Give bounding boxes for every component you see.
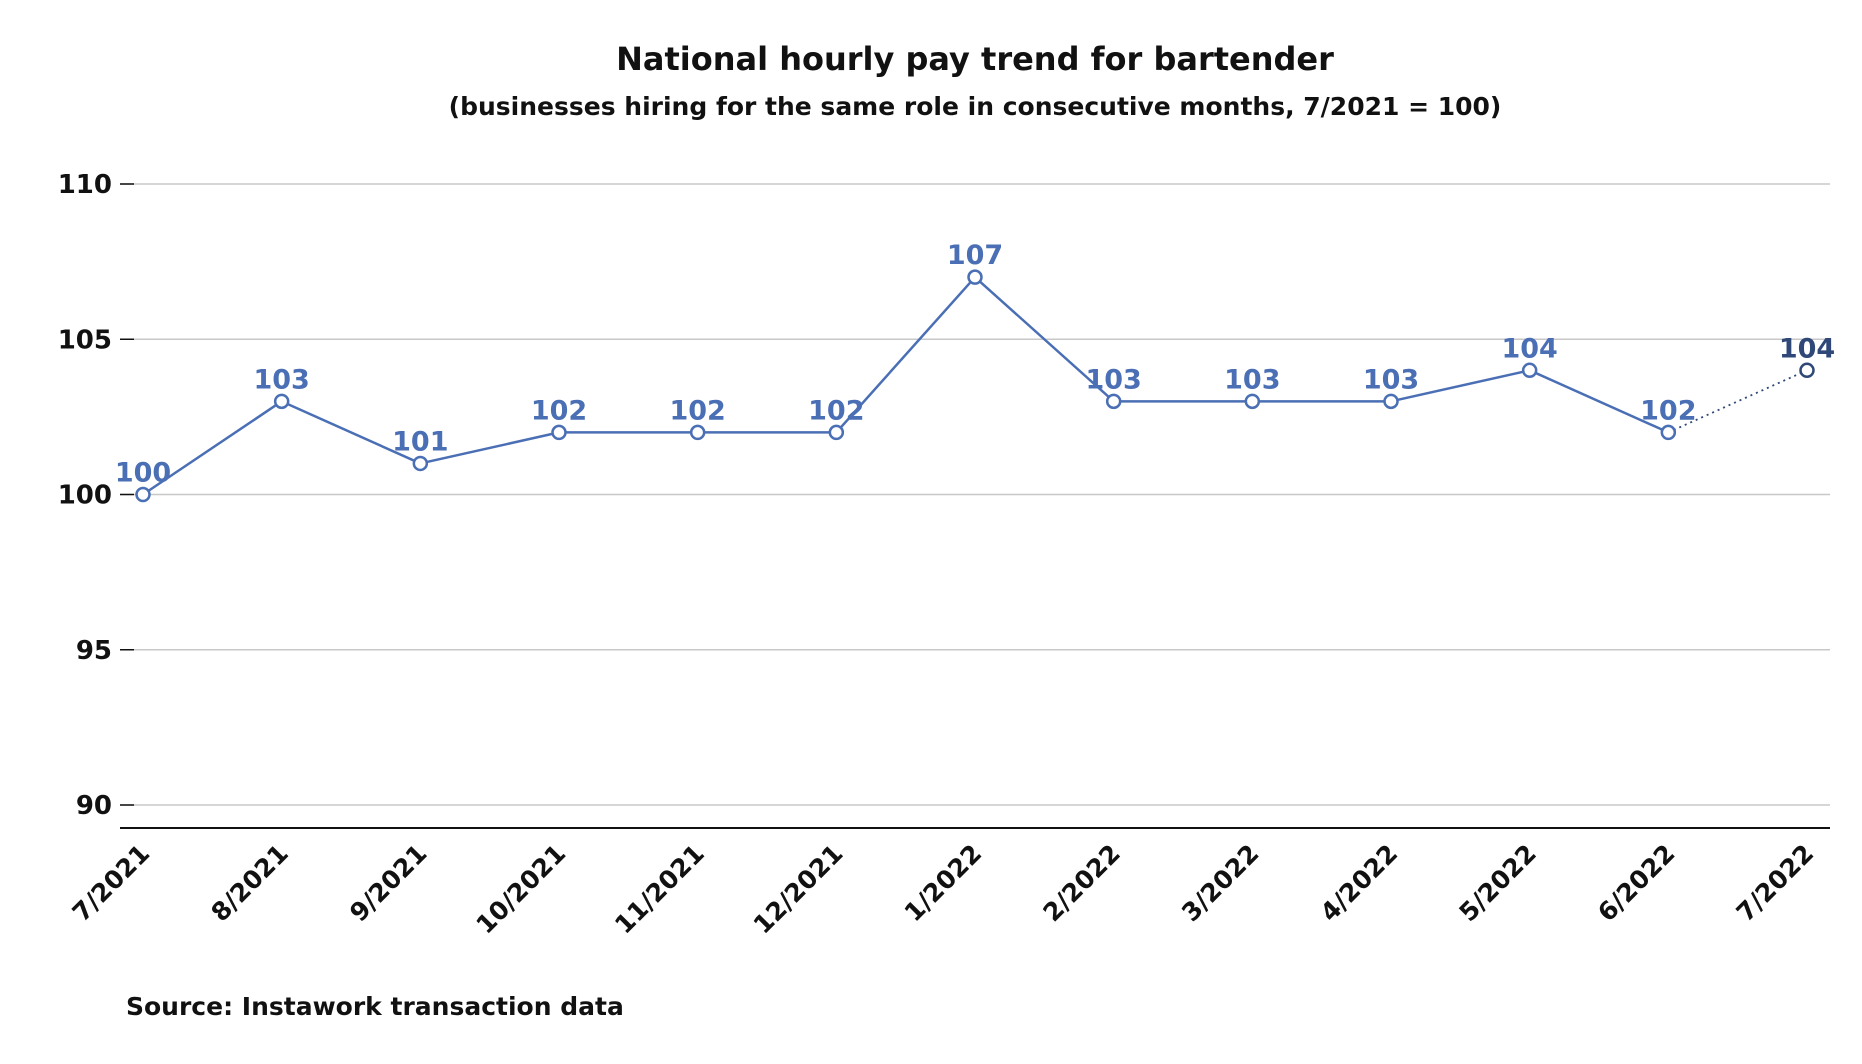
- y-tick-label: 90: [76, 791, 112, 821]
- data-point: [828, 424, 845, 441]
- x-tick-label: 3/2022: [1176, 839, 1264, 927]
- y-tick-label: 95: [76, 636, 112, 666]
- data-point: [967, 269, 983, 285]
- data-label: 102: [669, 395, 725, 426]
- data-label: 103: [1224, 364, 1280, 395]
- y-tick-label: 110: [58, 170, 112, 200]
- data-point: [1383, 393, 1399, 410]
- x-tick-label: 6/2022: [1592, 839, 1680, 927]
- data-label: 102: [808, 395, 864, 426]
- data-labels-layer: 100 103 101 102 102 102 107 103 103 103 104 102 104: [115, 240, 1835, 488]
- y-axis: 90 95 100 105 110: [58, 170, 134, 821]
- data-label: 100: [115, 458, 171, 489]
- chart-title: National hourly pay trend for bartender: [616, 40, 1334, 78]
- y-tick-label: 105: [58, 325, 112, 355]
- series-layer: [142, 275, 1808, 496]
- x-tick-label: 7/2022: [1731, 839, 1819, 927]
- x-tick-label: 1/2022: [899, 839, 987, 927]
- data-label: 101: [392, 426, 448, 457]
- points-layer: [135, 269, 1815, 503]
- data-label: 104: [1779, 333, 1835, 364]
- x-tick-label: 4/2022: [1315, 839, 1403, 927]
- x-axis: 7/2021 8/2021 9/2021 10/2021 11/2021 12/2021 1…: [67, 839, 1819, 940]
- data-label: 102: [1640, 395, 1696, 426]
- data-point: [1244, 393, 1261, 410]
- data-label: 103: [1363, 364, 1419, 395]
- data-point: [273, 393, 290, 410]
- x-tick-label: 12/2021: [748, 839, 849, 940]
- data-label: 102: [531, 395, 587, 426]
- data-point: [551, 424, 567, 441]
- x-tick-label: 8/2021: [205, 839, 293, 927]
- x-tick-label: 10/2021: [470, 839, 571, 940]
- data-label: 104: [1501, 333, 1557, 364]
- x-tick-label: 9/2021: [344, 839, 432, 927]
- x-tick-label: 2/2022: [1037, 839, 1125, 927]
- y-tick-label: 100: [58, 481, 112, 511]
- series-line-dotted-segment: [1667, 369, 1808, 434]
- data-label: 103: [1085, 364, 1141, 395]
- data-point: [1105, 393, 1122, 410]
- data-label: 107: [947, 240, 1003, 271]
- data-point: [135, 486, 151, 503]
- data-point: [1799, 362, 1815, 379]
- x-tick-label: 7/2021: [67, 839, 155, 927]
- data-point: [1660, 424, 1677, 441]
- gridlines: [120, 183, 1830, 806]
- source-note: Source: Instawork transaction data: [126, 992, 624, 1021]
- data-point: [1521, 362, 1538, 379]
- chart-subtitle: (businesses hiring for the same role in …: [449, 92, 1502, 121]
- series-line: [142, 275, 1669, 496]
- x-tick-label: 5/2022: [1453, 839, 1541, 927]
- data-label: 103: [253, 364, 309, 395]
- x-tick-label: 11/2021: [609, 839, 710, 940]
- data-point: [689, 424, 706, 441]
- data-point: [412, 455, 429, 472]
